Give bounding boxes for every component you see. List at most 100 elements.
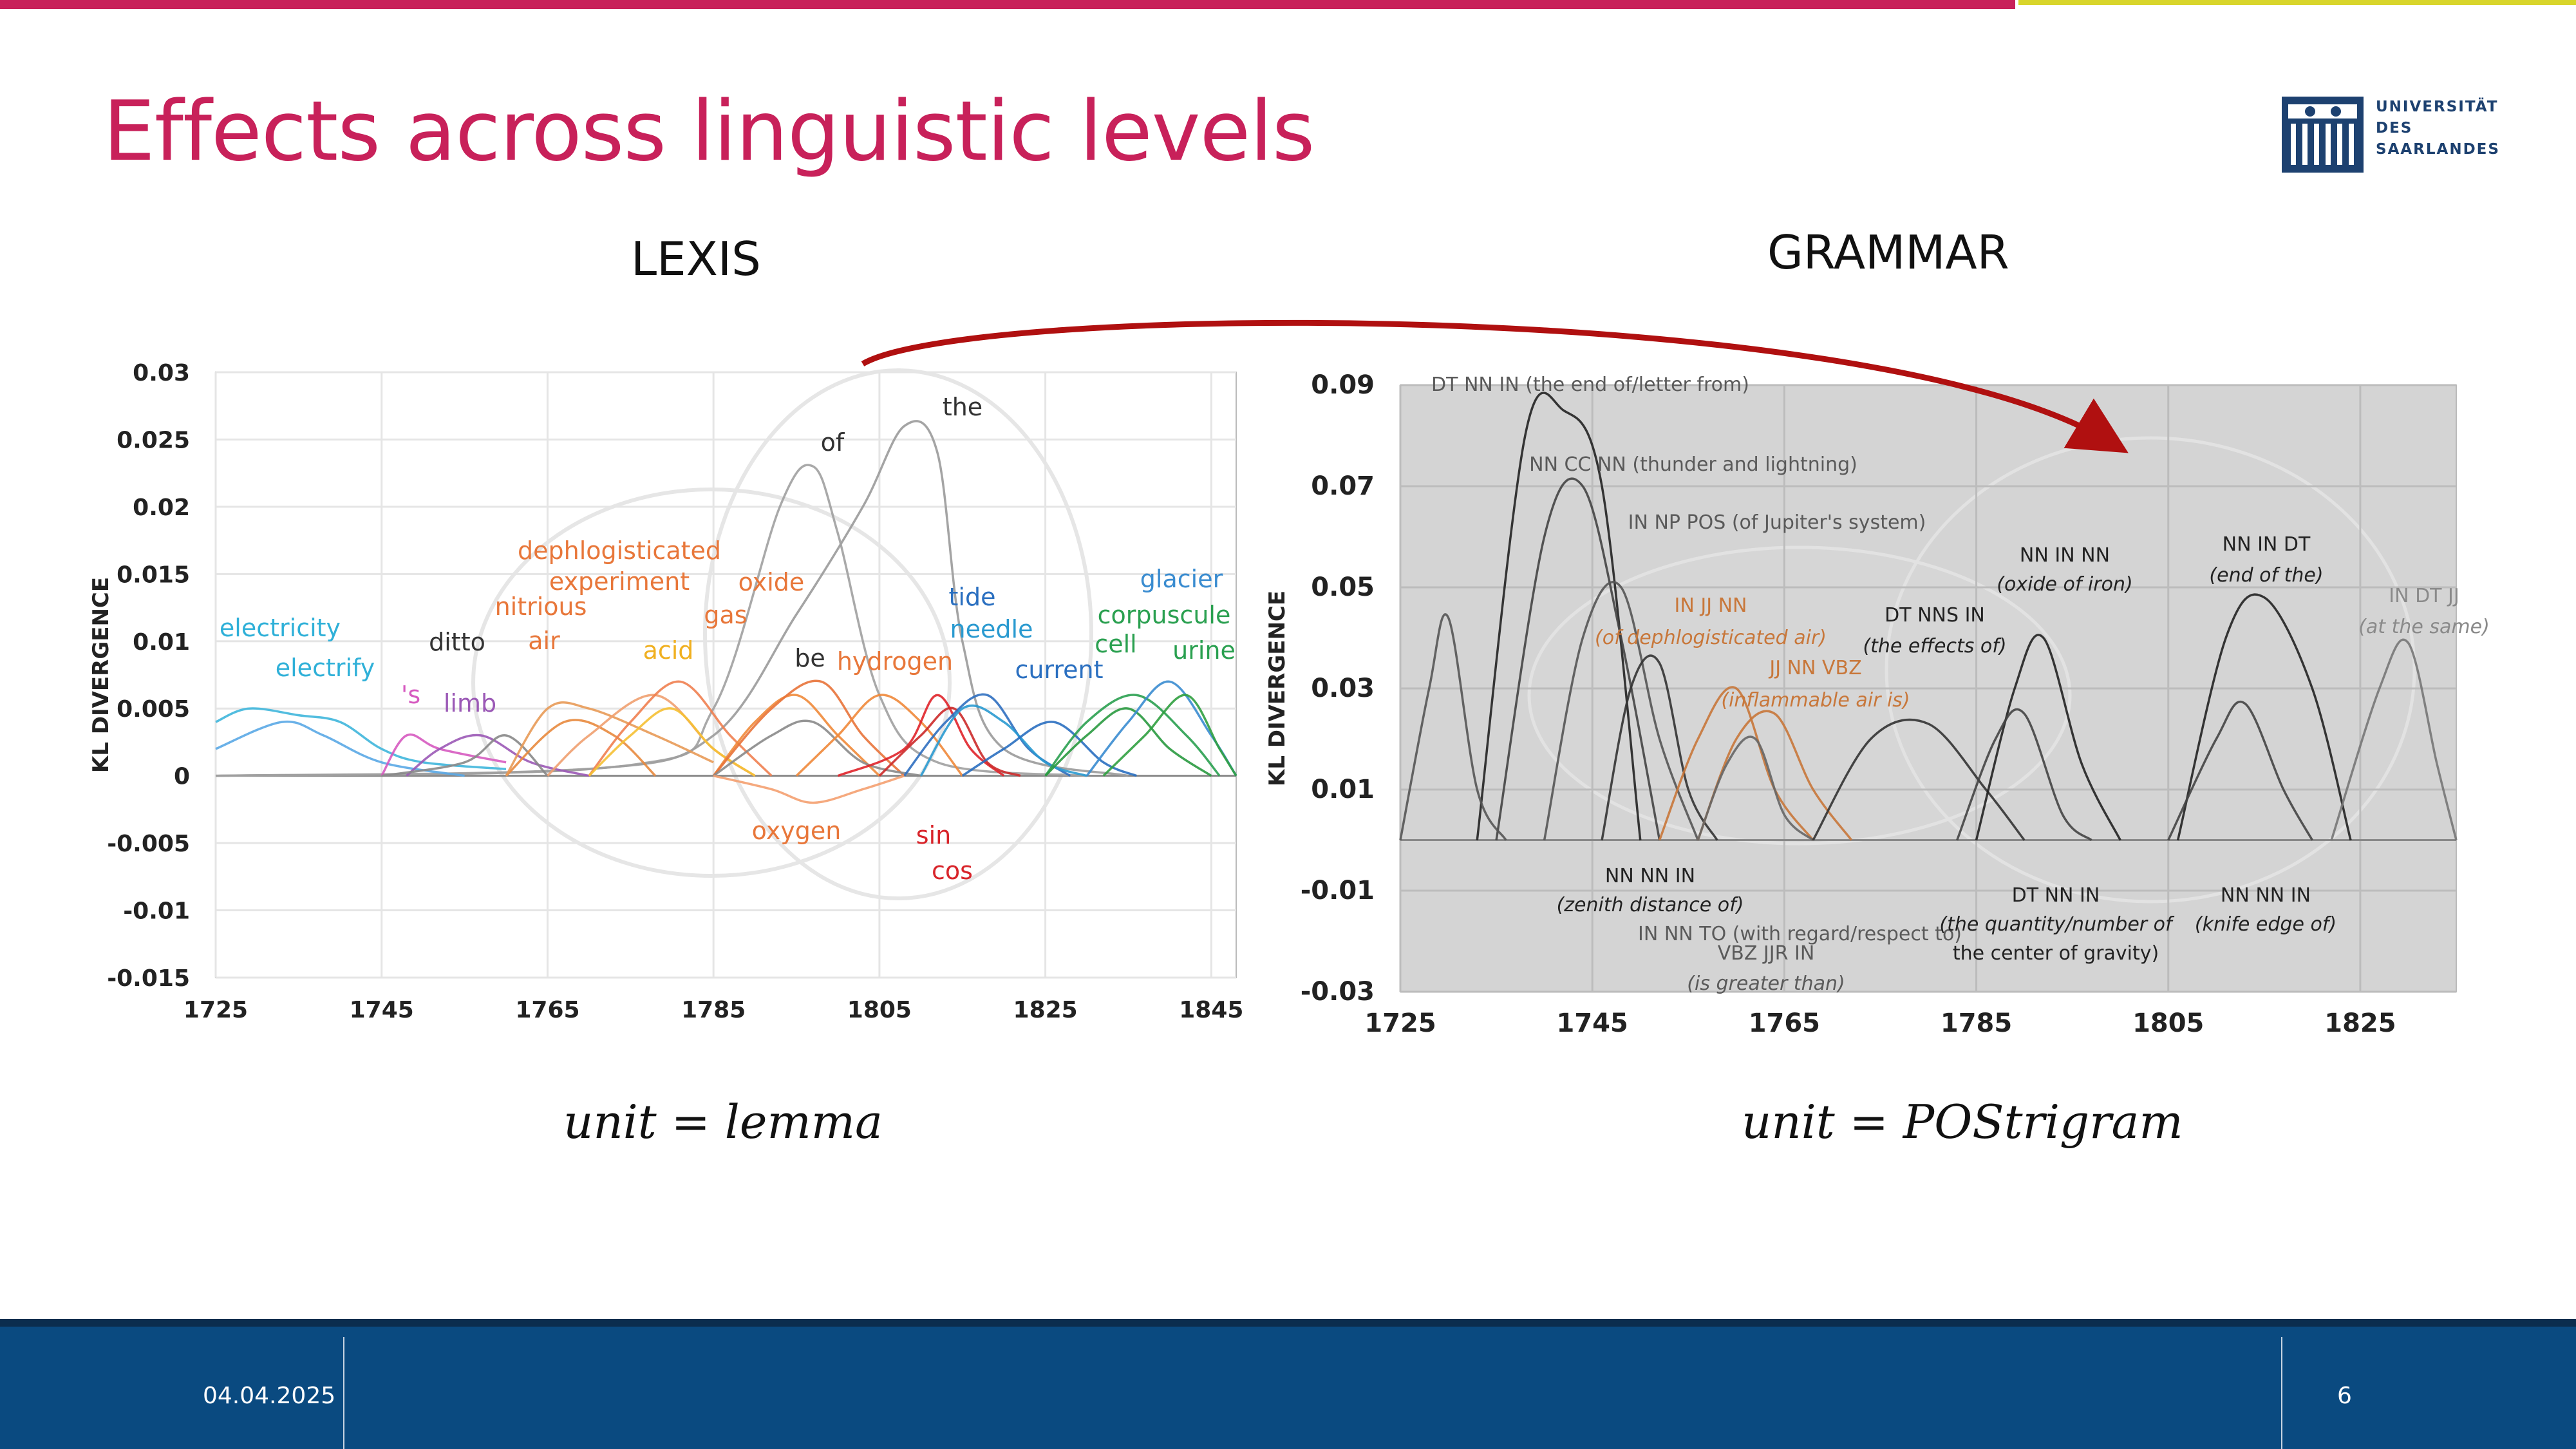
university-seal-icon — [2282, 97, 2364, 173]
y-tick-label: -0.005 — [107, 831, 190, 857]
annotation-label: IN DT JJ — [2389, 585, 2459, 607]
series-line — [588, 707, 756, 777]
annotation-label: (inflammable air is) — [1721, 689, 1910, 712]
series-line — [795, 694, 964, 777]
footer-separator-left — [343, 1337, 344, 1449]
series-line — [1399, 613, 1507, 841]
y-tick-label: 0.05 — [1311, 573, 1375, 602]
top-accent-bar — [0, 0, 2015, 9]
annotation-label: (the effects of) — [1863, 635, 2006, 658]
x-tick-label: 1825 — [1013, 997, 1078, 1023]
series-line — [878, 706, 1021, 777]
series-line — [406, 734, 590, 777]
annotation-label: oxide — [738, 568, 805, 596]
y-tick-label: 0.03 — [1311, 674, 1375, 703]
annotation-label: IN JJ NN — [1675, 594, 1747, 617]
y-tick-label: 0.09 — [1311, 370, 1375, 400]
series-line — [1044, 707, 1212, 777]
x-tick-label: 1725 — [1364, 1009, 1436, 1038]
series-line — [961, 721, 1138, 777]
grammar-highlight-ellipse-2 — [1885, 436, 2416, 904]
annotation-label: 's — [401, 681, 420, 709]
lexis-highlight-ellipse-2 — [703, 368, 1093, 900]
slide-title: Effects across linguistic levels — [103, 84, 1315, 180]
grammar-formula: unit = POStrigram — [1742, 1095, 2183, 1149]
annotation-label: glacier — [1140, 565, 1223, 593]
y-tick-label: 0.07 — [1311, 471, 1375, 501]
annotation-label: gas — [704, 601, 747, 629]
footer-date: 04.04.2025 — [203, 1383, 336, 1409]
x-tick-label: 1745 — [350, 997, 414, 1023]
annotation-label: current — [1015, 656, 1103, 684]
annotation-label: cos — [932, 857, 973, 885]
lexis-formula: unit = lemma — [563, 1095, 883, 1149]
series-line — [713, 774, 905, 804]
y-axis-label: KL DIVERGENCE — [1264, 591, 1290, 786]
lexis-highlight-ellipse — [471, 488, 952, 878]
annotation-label: (oxide of iron) — [1997, 573, 2132, 596]
y-tick-label: 0.01 — [1311, 775, 1375, 804]
university-name: UNIVERSITÄT DES SAARLANDES — [2376, 97, 2500, 160]
annotation-label: (knife edge of) — [2195, 913, 2336, 936]
series-line — [1102, 694, 1237, 777]
series-line — [588, 680, 773, 777]
x-tick-label: 1745 — [1557, 1009, 1628, 1038]
x-tick-label: 1785 — [1941, 1009, 2012, 1038]
x-tick-label: 1805 — [847, 997, 912, 1023]
annotation-label: IN NP POS (of Jupiter's system) — [1628, 511, 1926, 534]
y-tick-label: 0.015 — [117, 562, 190, 588]
grammar-chart: 1725 1745 1765 1785 1805 1825 0.09 0.07 0.05 0.03… — [1264, 370, 2490, 1038]
series-line — [1495, 477, 1661, 840]
annotation-label: NN CC NN (thunder and lightning) — [1529, 453, 1857, 476]
series-line — [215, 707, 507, 770]
annotation-label: dephlogisticated — [518, 536, 721, 565]
x-tick-label: 1725 — [183, 997, 248, 1023]
annotation-label: ditto — [429, 628, 485, 656]
y-axis-label: KL DIVERGENCE — [88, 577, 114, 773]
x-tick-label: 1765 — [1749, 1009, 1820, 1038]
annotation-label: NN NN IN — [2221, 884, 2311, 907]
annotation-label: DT NNS IN — [1885, 604, 1985, 627]
connecting-arrow — [861, 319, 2129, 453]
grammar-highlight-ellipse — [1527, 545, 2072, 846]
series-line — [1956, 708, 2092, 841]
y-tick-label: -0.03 — [1301, 977, 1375, 1007]
annotation-label: the — [943, 393, 982, 421]
footer-separator-right — [2281, 1337, 2282, 1449]
annotation-label: (end of the) — [2209, 564, 2323, 587]
y-tick-label: 0.005 — [117, 696, 190, 723]
series-line — [1697, 735, 1814, 841]
series-line — [837, 694, 1005, 777]
series-line — [2330, 638, 2458, 841]
annotation-label: (of dephlogisticated air) — [1595, 627, 1827, 649]
y-tick-label: 0.02 — [133, 495, 190, 521]
y-tick-label: 0 — [174, 764, 190, 790]
annotation-label: electrify — [276, 654, 375, 682]
x-tick-label: 1785 — [681, 997, 746, 1023]
series-line — [505, 719, 657, 777]
annotation-label: DT NN IN (the end of/letter from) — [1431, 374, 1749, 396]
annotation-label: NN IN NN — [2020, 544, 2110, 567]
series-line — [1044, 694, 1221, 777]
series-line — [1476, 392, 1642, 840]
annotation-label: (at the same) — [2358, 616, 2490, 638]
series-line — [2176, 593, 2352, 840]
annotation-label: cell — [1095, 630, 1136, 658]
y-tick-label: -0.015 — [107, 965, 190, 992]
series-line — [712, 694, 881, 777]
lexis-chart: 1725 1745 1765 1785 1805 1825 1845 0.03 0.025 0.0… — [88, 360, 1243, 1023]
series-line — [1812, 718, 2026, 841]
series-line — [381, 733, 507, 777]
series-line — [713, 719, 921, 777]
annotation-label: (is greater than) — [1687, 972, 1845, 995]
logo-line-1: UNIVERSITÄT — [2376, 99, 2499, 115]
annotation-label: needle — [950, 615, 1033, 643]
university-logo: UNIVERSITÄT DES SAARLANDES — [2279, 90, 2524, 177]
series-line — [712, 679, 905, 777]
annotation-label: VBZ JJR IN — [1718, 942, 1815, 965]
annotation-label: of — [821, 428, 845, 457]
series-line — [505, 701, 714, 777]
annotation-label: (zenith distance of) — [1557, 894, 1744, 916]
top-accent-bar-yellow — [2018, 0, 2576, 5]
footer-bar — [0, 1319, 2576, 1449]
